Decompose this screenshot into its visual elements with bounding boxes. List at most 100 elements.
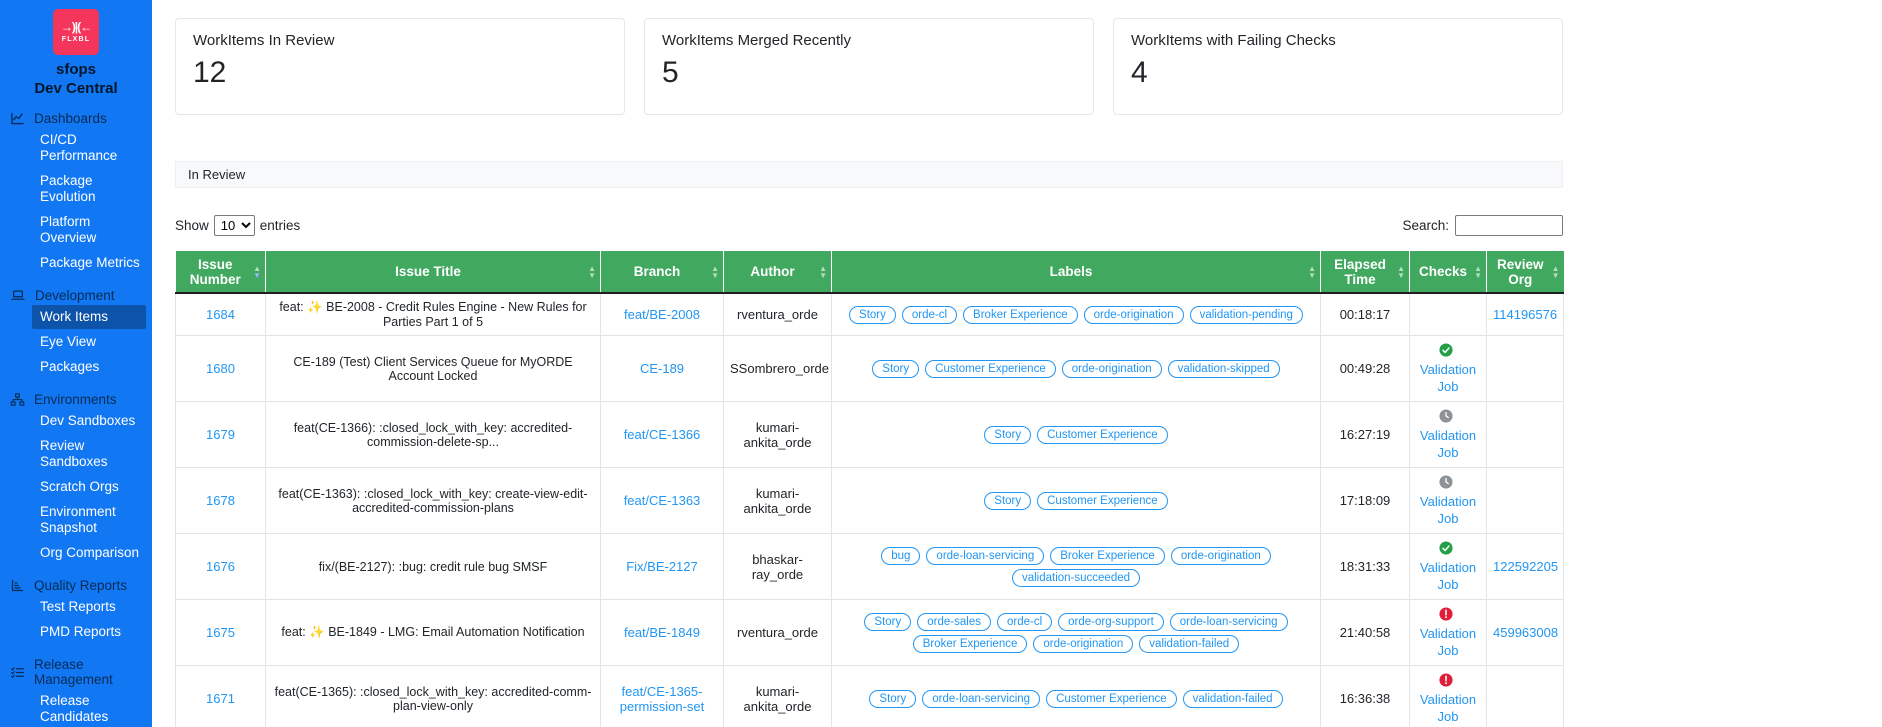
label-pill: orde-origination	[1033, 634, 1134, 653]
label-pill: orde-loan-servicing	[926, 546, 1045, 565]
validation-job-link[interactable]: Validation Job	[1419, 428, 1477, 460]
branch-link[interactable]: feat/CE-1366	[623, 427, 701, 442]
validation-job-link[interactable]: Validation Job	[1419, 692, 1477, 724]
summary-card-workitems-with-failing-checks: WorkItems with Failing Checks 4	[1113, 18, 1563, 115]
label-pill: Customer Experience	[1037, 425, 1168, 444]
column-header-labels[interactable]: Labels ▲ ▼	[831, 251, 1321, 294]
branch-link[interactable]: feat/CE-1363	[623, 493, 701, 508]
check-success-icon	[1439, 541, 1453, 559]
branch-link[interactable]: feat/CE-1365-permission-set	[619, 683, 705, 714]
label-pill: orde-loan-servicing	[922, 689, 1041, 708]
sort-icon: ▲ ▼	[819, 263, 827, 280]
review-org-link[interactable]: 114196576	[1493, 307, 1558, 322]
elapsed-time: 00:49:28	[1339, 361, 1391, 376]
label-pill: Story	[872, 359, 920, 378]
issue-number-link[interactable]: 1679	[206, 427, 235, 442]
label-pill: validation-pending	[1189, 305, 1303, 324]
column-header-label: Issue Title	[395, 264, 461, 279]
sidebar-item-org-comparison[interactable]: Org Comparison	[40, 545, 140, 560]
issue-title: feat(CE-1363): :closed_lock_with_key: cr…	[278, 486, 588, 515]
validation-job-link[interactable]: Validation Job	[1419, 494, 1477, 526]
sidebar-section-label: Release Management	[34, 657, 113, 687]
column-header-issue-title[interactable]: Issue Title ▲ ▼	[265, 251, 601, 294]
logo-arrows-icon: →)|(←	[60, 20, 92, 34]
review-org-link[interactable]: 122592205	[1493, 559, 1559, 574]
issue-number-link[interactable]: 1680	[206, 361, 235, 376]
sidebar-item-dev-sandboxes[interactable]: Dev Sandboxes	[40, 413, 136, 428]
branch-link[interactable]: CE-189	[639, 361, 685, 376]
labels: Story Customer Experience	[838, 491, 1314, 510]
table-row: 1676 fix/(BE-2127): :bug: credit rule bug…	[175, 533, 1564, 600]
sidebar-item-work-items[interactable]: Work Items	[32, 305, 146, 329]
label-pill: bug	[881, 546, 921, 565]
labels: Story orde-loan-servicing Customer Experie…	[838, 689, 1314, 708]
issue-number-link[interactable]: 1684	[206, 307, 235, 322]
check-status: Validation Job	[1420, 607, 1476, 658]
validation-job-link[interactable]: Validation Job	[1419, 560, 1477, 592]
issue-number-link[interactable]: 1675	[206, 625, 235, 640]
branch-link[interactable]: Fix/BE-2127	[626, 559, 698, 574]
labels: Story orde-sales orde-cl orde-org-support or…	[838, 612, 1314, 653]
summary-card-workitems-merged-recently: WorkItems Merged Recently 5	[644, 18, 1094, 115]
branch-link[interactable]: feat/BE-1849	[624, 625, 700, 640]
column-header-elapsed-time[interactable]: Elapsed Time ▲ ▼	[1320, 251, 1410, 294]
labels: Story Customer Experience orde-origination…	[838, 359, 1314, 378]
validation-job-link[interactable]: Validation Job	[1419, 626, 1477, 658]
sidebar-section-environments: Environments	[0, 392, 152, 407]
sort-icon: ▲ ▼	[1551, 263, 1560, 280]
sidebar-section-label: Dashboards	[34, 111, 107, 126]
chart-line-icon	[10, 111, 25, 126]
sidebar-item-environment-snapshot[interactable]: Environment Snapshot	[40, 504, 116, 535]
label-pill: Broker Experience	[1050, 546, 1165, 565]
sidebar-section-development: Development	[0, 288, 152, 303]
column-header-issue-number[interactable]: Issue Number ▲ ▼	[175, 251, 266, 294]
elapsed-time: 16:36:38	[1339, 691, 1391, 706]
search-label: Search:	[1402, 218, 1449, 233]
main-content: WorkItems In Review 12 WorkItems Merged Re…	[152, 0, 1882, 727]
issue-title: feat: ✨ BE-1849 - LMG: Email Automation …	[281, 625, 585, 639]
sidebar-nav: Dashboards CI/CD Performance Package Evolu…	[0, 111, 152, 727]
page-size-select[interactable]: 10	[213, 215, 255, 236]
sidebar-item-release-candidates[interactable]: Release Candidates	[40, 693, 109, 724]
flxbl-logo: →)|(← FLXBL	[53, 9, 99, 55]
column-header-checks[interactable]: Checks ▲ ▼	[1409, 251, 1487, 294]
sidebar-item-eye-view[interactable]: Eye View	[40, 334, 97, 349]
label-pill: orde-origination	[1083, 305, 1184, 324]
table-body: 1684 feat: ✨ BE-2008 - Credit Rules Engin…	[175, 292, 1564, 727]
issue-title: CE-189 (Test) Client Services Queue for …	[293, 354, 573, 383]
label-pill: Customer Experience	[925, 359, 1056, 378]
issue-number-link[interactable]: 1678	[206, 493, 235, 508]
column-header-review-org[interactable]: Review Org ▲ ▼	[1486, 251, 1564, 294]
summary-card-workitems-in-review: WorkItems In Review 12	[175, 18, 625, 115]
issue-number-link[interactable]: 1671	[206, 691, 235, 706]
card-value: 12	[193, 56, 227, 89]
issue-number-link[interactable]: 1676	[206, 559, 235, 574]
table-controls: Show 10 entries Search:	[175, 215, 1563, 236]
sort-icon: ▲ ▼	[1474, 263, 1482, 280]
label-pill: orde-sales	[917, 612, 991, 631]
sidebar-item-pmd-reports[interactable]: PMD Reports	[40, 624, 122, 639]
sidebar-item-ci-cd-performance[interactable]: CI/CD Performance	[40, 132, 118, 163]
column-header-author[interactable]: Author ▲ ▼	[723, 251, 832, 294]
validation-job-link[interactable]: Validation Job	[1419, 362, 1477, 394]
sidebar-section-release-management: Release Management	[0, 657, 152, 687]
label-pill: orde-cl	[901, 305, 958, 324]
sidebar-item-packages[interactable]: Packages	[40, 359, 100, 374]
sidebar-item-package-metrics[interactable]: Package Metrics	[40, 255, 140, 270]
app-title: sfops Dev Central	[0, 60, 152, 98]
review-org-link[interactable]: 459963008	[1493, 625, 1559, 640]
column-header-branch[interactable]: Branch ▲ ▼	[600, 251, 724, 294]
sidebar-item-scratch-orgs[interactable]: Scratch Orgs	[40, 479, 119, 494]
sort-icon: ▲ ▼	[1397, 263, 1405, 280]
branch-link[interactable]: feat/BE-2008	[624, 307, 700, 322]
check-pending-icon	[1439, 475, 1453, 493]
sidebar-item-test-reports[interactable]: Test Reports	[40, 599, 116, 614]
author: SSombrero_orde	[730, 361, 829, 376]
search-input[interactable]	[1455, 215, 1563, 236]
workitems-table: Issue Number ▲ ▼ Issue Title ▲ ▼ Branch ▲ ▼ Autho…	[175, 251, 1564, 727]
sidebar-item-review-sandboxes[interactable]: Review Sandboxes	[40, 438, 108, 469]
labels: Story Customer Experience	[838, 425, 1314, 444]
label-pill: Broker Experience	[912, 634, 1028, 653]
sidebar-item-platform-overview[interactable]: Platform Overview	[40, 214, 97, 245]
sidebar-item-package-evolution[interactable]: Package Evolution	[40, 173, 96, 204]
